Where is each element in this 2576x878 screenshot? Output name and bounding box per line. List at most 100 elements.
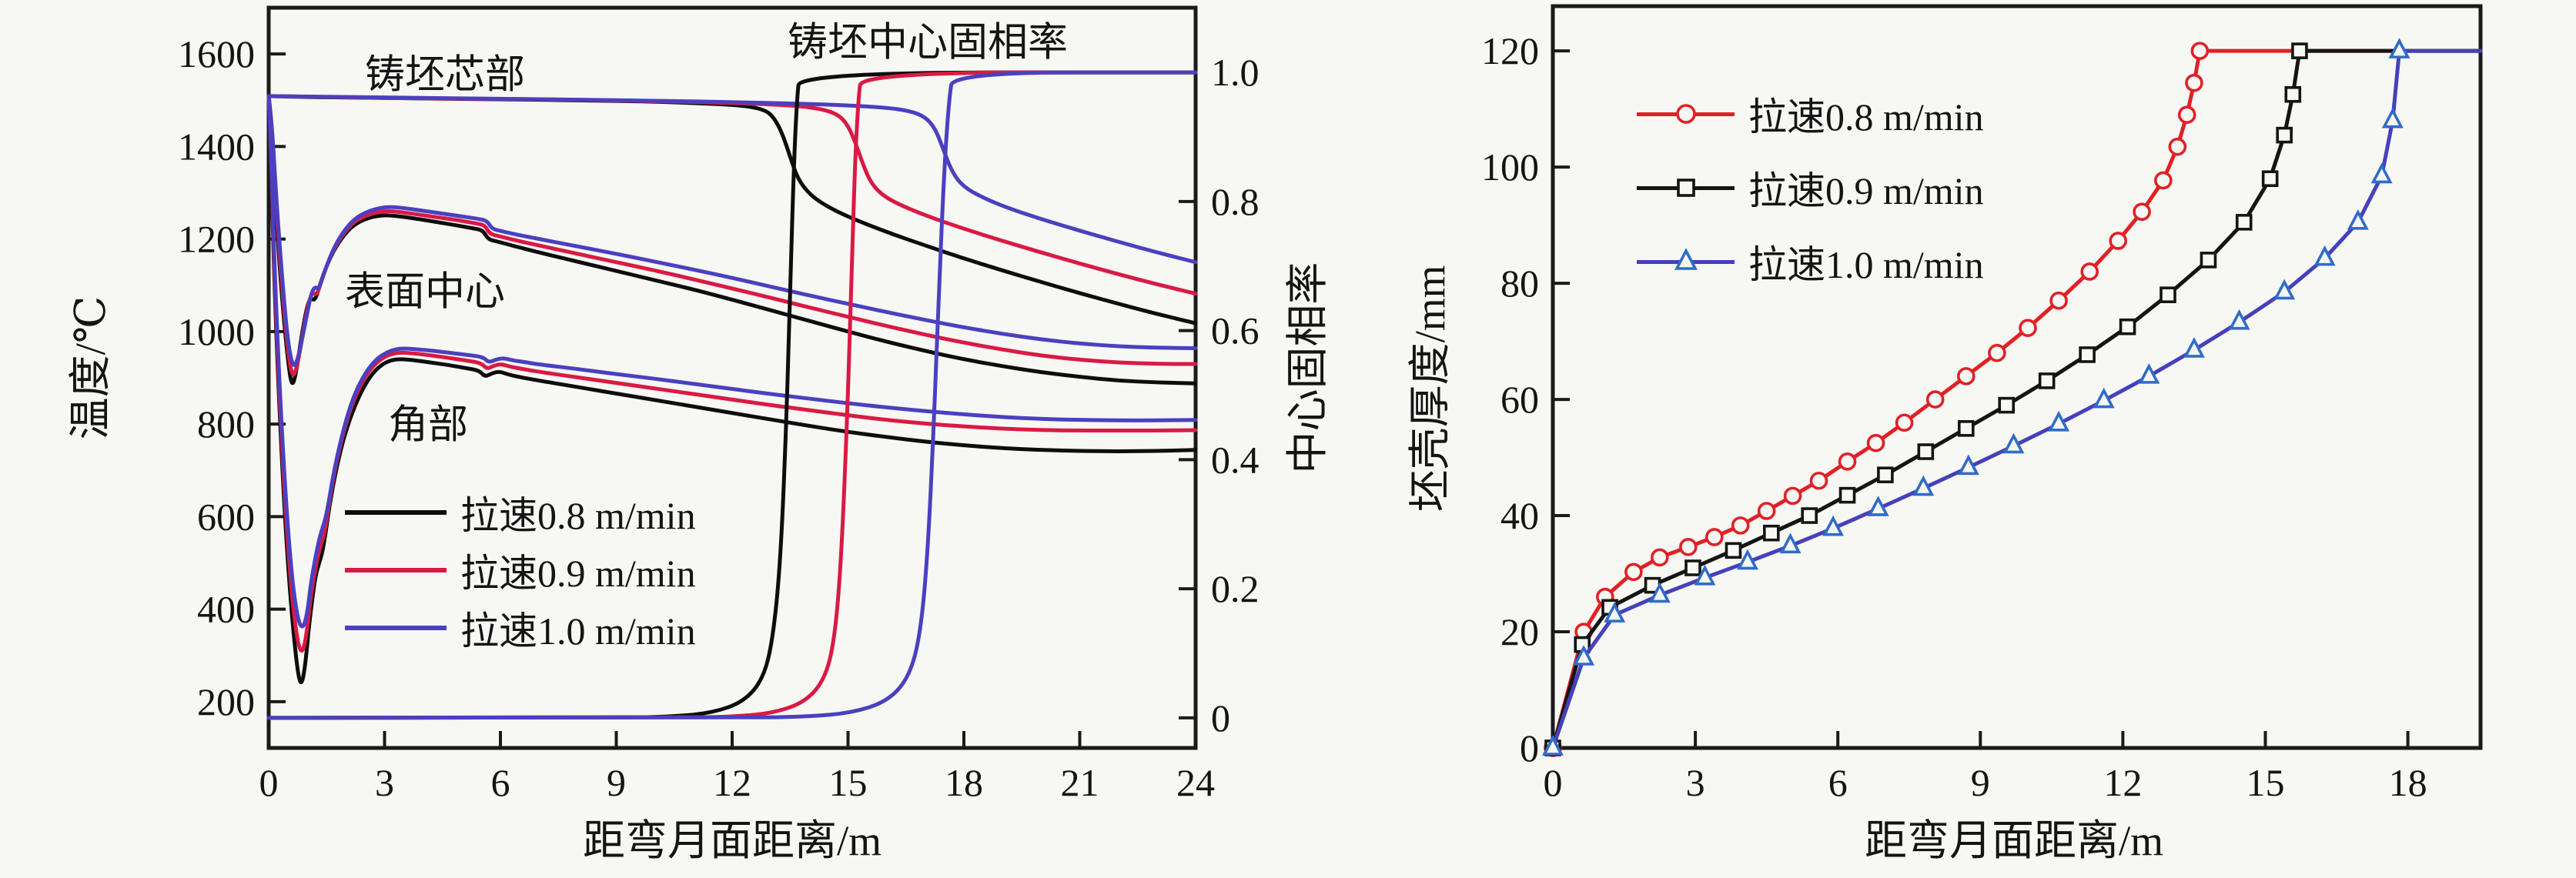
- square-marker: [2291, 42, 2308, 59]
- y2-tick-label: 0.4: [1211, 438, 1260, 481]
- circle-marker: [1624, 563, 1643, 582]
- square-marker: [2079, 346, 2096, 363]
- circle-marker: [2185, 73, 2203, 92]
- legend-line-swatch: [345, 625, 447, 630]
- x-tick-label: 24: [1176, 761, 1215, 804]
- triangle-marker: [2370, 162, 2393, 184]
- square-marker: [2261, 170, 2279, 188]
- x-tick-label: 12: [2103, 761, 2142, 804]
- square-marker: [1957, 420, 1975, 437]
- legend-label: 拉速0.8 m/min: [460, 493, 696, 537]
- left-chart: 0 3 6 9 12 15 18 21 24 200 400 600 800 1000 1200 1400 16…: [178, 5, 1260, 804]
- square-marker: [2284, 85, 2302, 103]
- triangle-marker: [2138, 362, 2160, 384]
- y-tick-label: 600: [197, 495, 255, 538]
- y-tick-label: 100: [1481, 145, 1539, 189]
- triangle-marker: [2388, 38, 2410, 58]
- circle-marker: [2080, 262, 2099, 281]
- right-chart-x-axis-title: 距弯月面距离/m: [1864, 817, 2164, 864]
- legend-item-speed-1.0: 拉速1.0 m/min: [1637, 225, 1984, 299]
- triangle-marker: [2381, 107, 2404, 129]
- square-marker: [1801, 507, 1818, 524]
- left-chart-legend: 拉速0.8 m/min 拉速0.9 m/min 拉速1.0 m/min: [345, 483, 696, 656]
- series-core-1.0: [266, 94, 1198, 265]
- series-solid-fraction-1.0: [266, 70, 1198, 720]
- x-tick-label: 3: [1686, 761, 1705, 804]
- circle-marker: [2109, 232, 2128, 250]
- series-shell-0.8: [1551, 48, 2483, 750]
- square-marker: [1684, 559, 1701, 576]
- legend-label: 拉速1.0 m/min: [1748, 243, 1984, 286]
- y-tick-label: 120: [1481, 29, 1539, 72]
- circle-marker: [1731, 516, 1750, 535]
- triangle-marker: [1604, 602, 1626, 623]
- square-marker: [1676, 179, 1695, 197]
- triangle-marker: [2183, 337, 2205, 358]
- triangle-marker: [2048, 410, 2070, 432]
- y2-tick-label: 1.0: [1211, 51, 1260, 94]
- y-tick-label: 1600: [178, 32, 255, 75]
- x-tick-label: 0: [1544, 761, 1563, 804]
- x-tick-label: 0: [259, 761, 279, 804]
- legend-label: 拉速1.0 m/min: [460, 609, 696, 653]
- left-chart-x-axis-title: 距弯月面距离/m: [582, 817, 882, 864]
- y-tick-label: 1000: [178, 310, 255, 353]
- right-chart-legend: 拉速0.8 m/min 拉速0.9 m/min 拉速1.0 m/min: [1637, 77, 1984, 299]
- legend-line-swatch: [345, 509, 447, 515]
- y-tick-label: 800: [197, 402, 255, 446]
- x-tick-label: 6: [1828, 761, 1848, 804]
- series-corner-0.8: [266, 94, 1198, 685]
- x-tick-label: 12: [713, 761, 751, 804]
- circle-marker: [1895, 413, 1914, 432]
- left-chart-y-axis-title: 温度/℃: [67, 295, 114, 440]
- triangle-marker: [1736, 549, 1758, 570]
- circle-marker: [1675, 104, 1696, 124]
- circle-marker: [1651, 548, 1669, 567]
- left-chart-y2-axis-title: 中心固相率: [1284, 262, 1331, 474]
- triangle-marker-icon: [1674, 248, 1698, 270]
- triangle-marker: [1779, 532, 1802, 554]
- y2-tick-label: 0.2: [1211, 567, 1260, 610]
- square-marker: [1763, 524, 1780, 542]
- y-tick-label: 0: [1520, 726, 1539, 770]
- triangle-marker: [2002, 432, 2025, 454]
- circle-marker: [2019, 319, 2037, 338]
- legend-label: 拉速0.8 m/min: [1748, 95, 1984, 139]
- annotation-surface-center: 表面中心: [344, 270, 506, 315]
- x-tick-label: 3: [375, 761, 394, 804]
- legend-item-speed-0.8: 拉速0.8 m/min: [345, 483, 696, 541]
- triangle-marker: [2228, 309, 2250, 330]
- square-marker: [2038, 372, 2056, 389]
- legend-line-swatch: [1637, 104, 1735, 124]
- legend-line-swatch: [1637, 179, 1735, 197]
- triangle-marker: [2273, 279, 2296, 300]
- y2-tick-label: 0: [1211, 696, 1230, 739]
- y-tick-label: 60: [1500, 378, 1539, 421]
- right-chart: 0 3 6 9 12 15 18 0 20 40 60 80 100 120: [1481, 4, 2483, 804]
- legend-item-speed-0.9: 拉速0.9 m/min: [345, 541, 696, 599]
- y-tick-label: 1400: [178, 125, 255, 168]
- legend-item-speed-0.9: 拉速0.9 m/min: [1637, 151, 1984, 225]
- series-surface-0.9: [266, 94, 1198, 376]
- square-marker-icon: [1676, 179, 1695, 197]
- triangle-marker: [1573, 645, 1595, 666]
- triangle-marker: [1867, 496, 1889, 516]
- y-tick-label: 200: [197, 680, 255, 723]
- triangle-marker: [1694, 564, 1716, 586]
- series-corner-0.9: [266, 94, 1198, 653]
- right-chart-y-axis-title: 坯壳厚度/mm: [1407, 265, 1454, 512]
- series-surface-1.0: [266, 94, 1198, 367]
- y-tick-label: 40: [1500, 494, 1539, 537]
- circle-marker: [1988, 343, 2006, 362]
- triangle-marker: [1674, 248, 1698, 270]
- plot-frame: [1551, 4, 2483, 750]
- circle-marker: [2049, 291, 2068, 310]
- circle-marker: [1838, 452, 1857, 471]
- square-marker: [2235, 214, 2253, 231]
- x-tick-label: 6: [491, 761, 510, 804]
- square-marker: [1838, 486, 1856, 504]
- legend-item-speed-1.0: 拉速1.0 m/min: [345, 599, 696, 656]
- series-corner-1.0: [266, 94, 1198, 629]
